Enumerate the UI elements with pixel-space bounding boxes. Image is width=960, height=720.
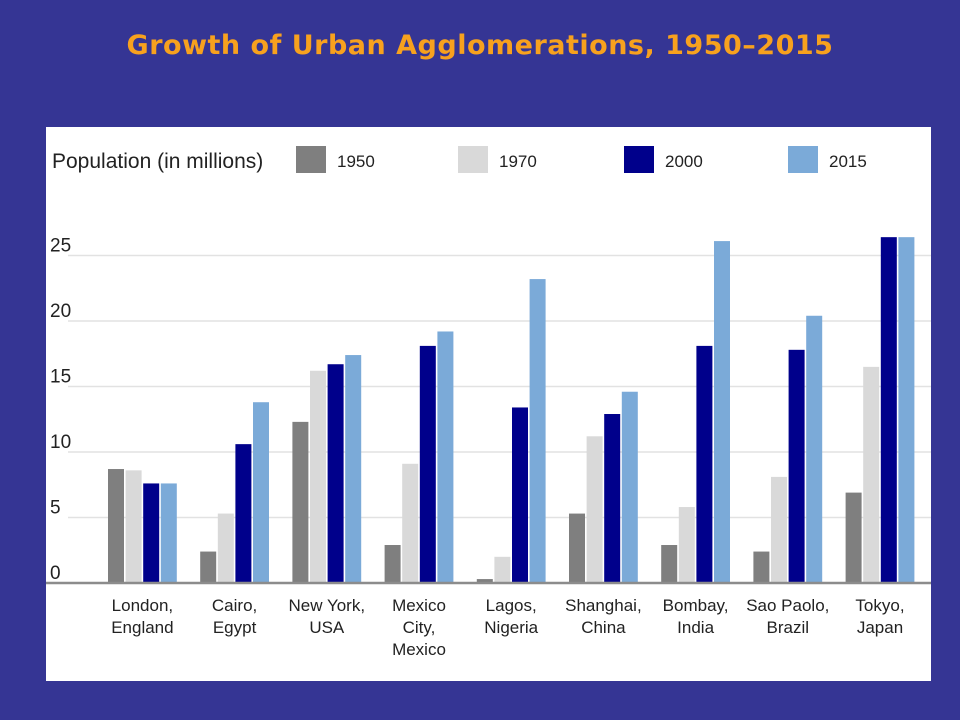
bar-2015-4 xyxy=(529,279,546,583)
bar-1950-1 xyxy=(200,551,217,583)
bar-2000-7 xyxy=(788,349,805,583)
bar-2015-6 xyxy=(714,241,730,583)
y-tick-label-20: 20 xyxy=(50,301,71,322)
bar-1950-5 xyxy=(569,513,585,583)
x-tick-label-4: Lagos, Nigeria xyxy=(484,596,538,637)
bar-1970-0 xyxy=(125,470,142,583)
legend-swatch-2000 xyxy=(624,146,654,173)
bar-1950-2 xyxy=(292,421,309,583)
bar-1950-7 xyxy=(753,551,770,583)
bar-1950-0 xyxy=(108,469,124,583)
x-tick-label-2: New York, USA xyxy=(289,596,366,637)
y-tick-label-25: 25 xyxy=(50,236,71,257)
x-tick-label-6: Bombay, India xyxy=(663,596,729,637)
bar-1970-1 xyxy=(217,513,234,583)
legend-swatch-1970 xyxy=(458,146,488,173)
legend-swatch-1950 xyxy=(296,146,326,173)
x-tick-label-7: Sao Paolo, Brazil xyxy=(746,596,829,637)
bar-1950-3 xyxy=(384,545,401,583)
x-tick-label-5: Shanghai, China xyxy=(565,596,642,637)
x-tick-label-3: Mexico City, Mexico xyxy=(392,596,446,659)
bar-1970-2 xyxy=(310,370,326,583)
y-axis-label: Population (in millions) xyxy=(52,150,263,173)
bar-1950-6 xyxy=(661,545,678,583)
bar-1950-8 xyxy=(845,492,862,583)
y-tick-label-10: 10 xyxy=(50,432,71,453)
bar-2015-0 xyxy=(160,483,177,583)
x-tick-label-1: Cairo, Egypt xyxy=(212,596,257,637)
bar-1970-8 xyxy=(863,366,880,583)
bar-2000-8 xyxy=(880,237,897,583)
bar-2015-1 xyxy=(253,402,269,583)
slide-title: Growth of Urban Agglomerations, 1950–201… xyxy=(126,30,834,61)
x-tick-label-8: Tokyo, Japan xyxy=(855,596,904,637)
legend-label-1970: 1970 xyxy=(499,152,537,171)
legend-label-1950: 1950 xyxy=(337,152,375,171)
bar-2000-0 xyxy=(143,483,160,583)
bar-2000-3 xyxy=(419,345,436,583)
x-tick-label-0: London, England xyxy=(111,596,173,637)
y-tick-label-0: 0 xyxy=(50,563,61,584)
y-tick-label-15: 15 xyxy=(50,367,71,388)
bar-2000-5 xyxy=(604,414,621,583)
bar-2000-6 xyxy=(696,345,713,583)
bar-1970-6 xyxy=(678,507,695,583)
bar-1950-4 xyxy=(476,579,493,583)
bar-chart: 0 5 10 15 20 25 London, England Cairo, Egypt New Y… xyxy=(46,146,931,659)
bar-2015-8 xyxy=(898,237,915,583)
bar-2000-2 xyxy=(327,364,344,583)
y-tick-label-5: 5 xyxy=(50,498,61,519)
legend-swatch-2015 xyxy=(788,146,818,173)
bar-2015-5 xyxy=(621,391,638,583)
bar-2000-4 xyxy=(512,407,528,583)
bar-1970-4 xyxy=(494,556,511,583)
bar-2015-7 xyxy=(806,315,823,583)
legend-label-2000: 2000 xyxy=(665,152,703,171)
bar-2015-3 xyxy=(437,331,454,583)
bar-2015-2 xyxy=(345,355,362,583)
bar-1970-7 xyxy=(771,476,787,583)
legend-label-2015: 2015 xyxy=(829,152,867,171)
chart-panel: 0 5 10 15 20 25 London, England Cairo, Egypt New Y… xyxy=(46,127,931,681)
bar-1970-3 xyxy=(402,463,419,583)
bar-1970-5 xyxy=(586,436,603,583)
bar-2000-1 xyxy=(235,444,252,583)
